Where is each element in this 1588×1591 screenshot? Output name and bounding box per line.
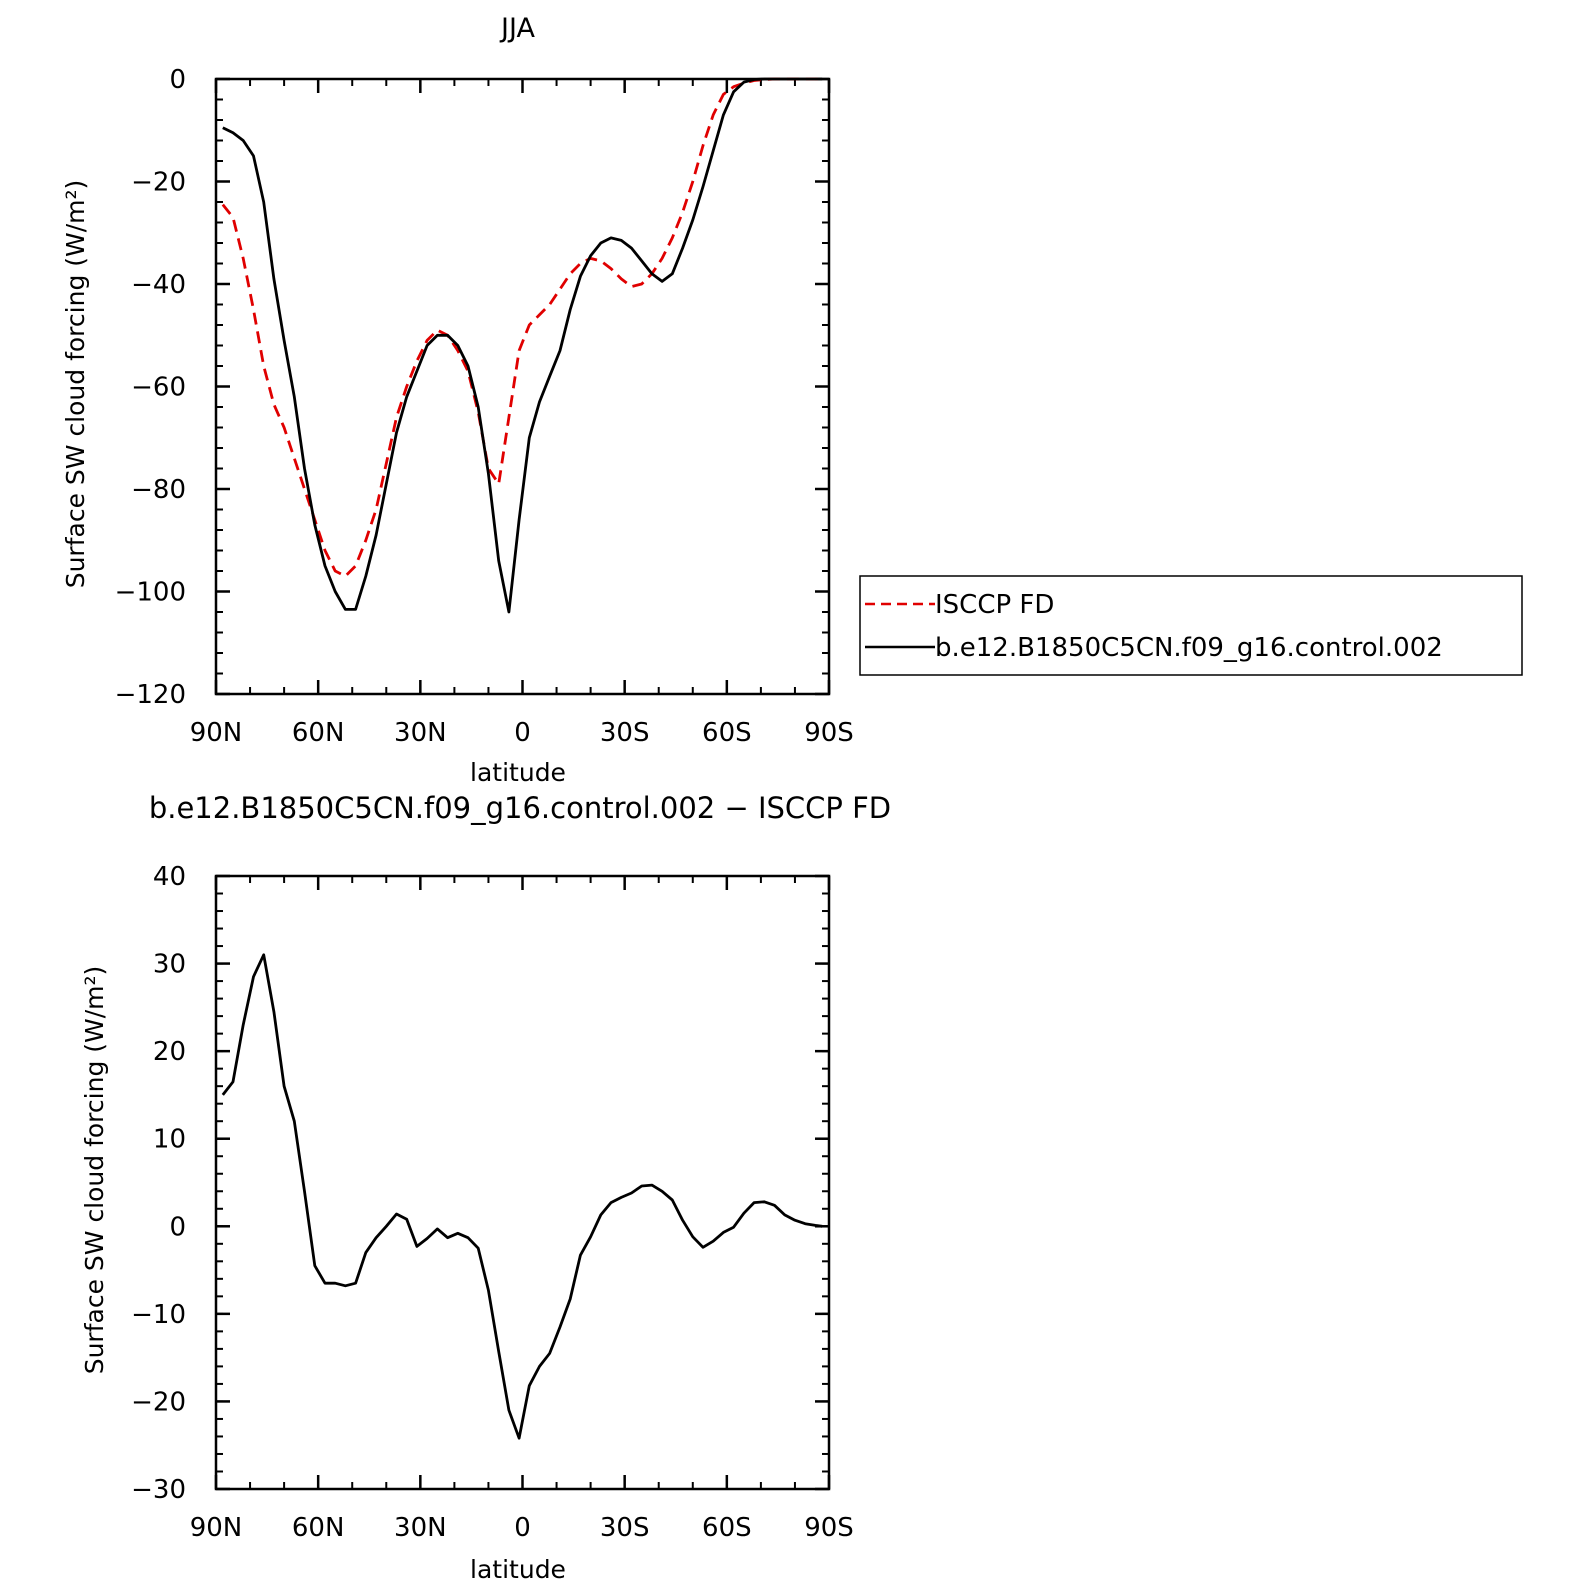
plot-frame	[214, 77, 831, 696]
y-tick-label: −80	[131, 475, 186, 505]
x-tick-label: 30N	[394, 1513, 447, 1543]
series-line	[221, 953, 823, 1440]
x-tick-labels: 90N 60N 30N 0 30S 60S 90S	[190, 1513, 854, 1543]
series-line	[221, 77, 823, 578]
x-tick-labels: 90N 60N 30N 0 30S 60S 90S	[190, 718, 854, 748]
tick-marks	[214, 874, 831, 1491]
series-lines	[221, 953, 823, 1440]
y-tick-label: 0	[169, 65, 186, 95]
x-tick-label: 0	[514, 1513, 531, 1543]
x-tick-label: 60S	[702, 1513, 752, 1543]
y-tick-label: −20	[131, 168, 186, 198]
top-panel: JJA 0 −20 −40 −60 −80 −100 −120 90N 60N 30N 0 30S 6…	[61, 13, 854, 787]
y-tick-label: 20	[153, 1037, 186, 1067]
x-tick-label: 90N	[190, 718, 243, 748]
plot-border	[214, 77, 831, 696]
chart-title: JJA	[499, 13, 535, 44]
y-tick-label: −100	[115, 578, 186, 608]
y-axis-label: Surface SW cloud forcing (W/m²)	[80, 966, 109, 1375]
series-lines	[221, 77, 823, 614]
y-tick-labels: 40 30 20 10 0 −10 −20 −30	[131, 862, 186, 1505]
chart-title: b.e12.B1850C5CN.f09_g16.control.002 − IS…	[149, 791, 891, 825]
legend-box	[859, 575, 1523, 676]
x-tick-label: 90N	[190, 1513, 243, 1543]
y-axis-label: Surface SW cloud forcing (W/m²)	[61, 180, 90, 589]
x-axis-label: latitude	[470, 758, 566, 787]
legend: ISCCP FD b.e12.B1850C5CN.f09_g16.control…	[859, 575, 1523, 676]
x-tick-label: 60N	[292, 1513, 345, 1543]
series-line	[222, 77, 823, 614]
x-tick-label: 30S	[600, 1513, 650, 1543]
y-tick-label: 30	[153, 950, 186, 980]
legend-label-model: b.e12.B1850C5CN.f09_g16.control.002	[935, 633, 1443, 663]
y-tick-label: −120	[115, 680, 186, 710]
tick-marks	[214, 77, 831, 696]
y-tick-label: 10	[153, 1125, 186, 1155]
x-axis-label: latitude	[470, 1555, 566, 1584]
x-tick-label: 0	[514, 718, 531, 748]
y-tick-label: 40	[153, 862, 186, 892]
plot-frame	[214, 874, 831, 1491]
y-tick-label: −30	[131, 1475, 186, 1505]
plot-border	[214, 874, 831, 1491]
legend-label-isccp: ISCCP FD	[935, 590, 1054, 620]
y-tick-label: −10	[131, 1300, 186, 1330]
y-tick-label: 0	[169, 1212, 186, 1242]
x-tick-label: 90S	[804, 1513, 854, 1543]
x-tick-label: 30S	[600, 718, 650, 748]
x-tick-label: 60N	[292, 718, 345, 748]
x-tick-label: 90S	[804, 718, 854, 748]
y-tick-label: −20	[131, 1387, 186, 1417]
bottom-panel: b.e12.B1850C5CN.f09_g16.control.002 − IS…	[80, 791, 891, 1584]
y-tick-label: −60	[131, 373, 186, 403]
x-tick-label: 30N	[394, 718, 447, 748]
y-tick-labels: 0 −20 −40 −60 −80 −100 −120	[115, 65, 186, 710]
x-tick-label: 60S	[702, 718, 752, 748]
y-tick-label: −40	[131, 270, 186, 300]
